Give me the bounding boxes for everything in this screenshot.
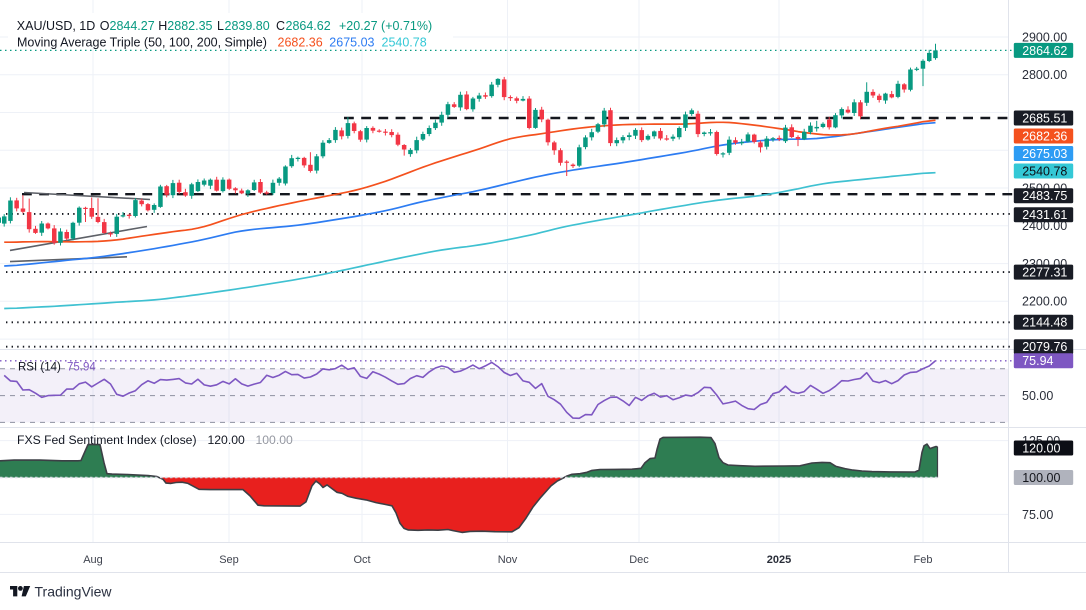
svg-text:2682.36: 2682.36 bbox=[1022, 129, 1067, 143]
svg-text:Aug: Aug bbox=[83, 554, 103, 566]
svg-text:Dec: Dec bbox=[629, 554, 649, 566]
svg-text:2900.00: 2900.00 bbox=[1022, 30, 1067, 44]
svg-text:2400.00: 2400.00 bbox=[1022, 219, 1067, 233]
svg-text:FXS Fed Sentiment Index (close: FXS Fed Sentiment Index (close) 120.00 100… bbox=[17, 433, 293, 447]
svg-text:RSI (14)75.94: RSI (14) 75.94 bbox=[18, 362, 96, 374]
svg-text:75.00: 75.00 bbox=[1022, 508, 1053, 522]
svg-text:120.00: 120.00 bbox=[1022, 441, 1060, 455]
svg-text:2540.78: 2540.78 bbox=[1022, 164, 1067, 178]
svg-text:2685.51: 2685.51 bbox=[1022, 111, 1067, 125]
svg-text:2277.31: 2277.31 bbox=[1022, 266, 1067, 280]
svg-text:2483.75: 2483.75 bbox=[1022, 189, 1067, 203]
svg-text:2675.03: 2675.03 bbox=[1022, 147, 1067, 161]
svg-text:Sep: Sep bbox=[219, 554, 239, 566]
svg-text:75.94: 75.94 bbox=[1022, 354, 1053, 368]
svg-text:TradingView: TradingView bbox=[35, 584, 113, 600]
svg-text:2025: 2025 bbox=[767, 554, 791, 566]
svg-text:2864.62: 2864.62 bbox=[1022, 44, 1067, 58]
svg-text:2431.61: 2431.61 bbox=[1022, 208, 1067, 222]
svg-text:2200.00: 2200.00 bbox=[1022, 295, 1067, 309]
svg-text:100.00: 100.00 bbox=[1022, 471, 1060, 485]
svg-text:Nov: Nov bbox=[498, 554, 518, 566]
svg-text:2800.00: 2800.00 bbox=[1022, 68, 1067, 82]
svg-text:Feb: Feb bbox=[914, 554, 933, 566]
svg-text:Moving Average Triple (50, 100: Moving Average Triple (50, 100, 200, Sim… bbox=[17, 36, 427, 50]
svg-text:50.00: 50.00 bbox=[1022, 389, 1053, 403]
svg-text:Oct: Oct bbox=[353, 554, 370, 566]
svg-text:2079.76: 2079.76 bbox=[1022, 340, 1067, 354]
svg-text:2144.48: 2144.48 bbox=[1022, 316, 1067, 330]
